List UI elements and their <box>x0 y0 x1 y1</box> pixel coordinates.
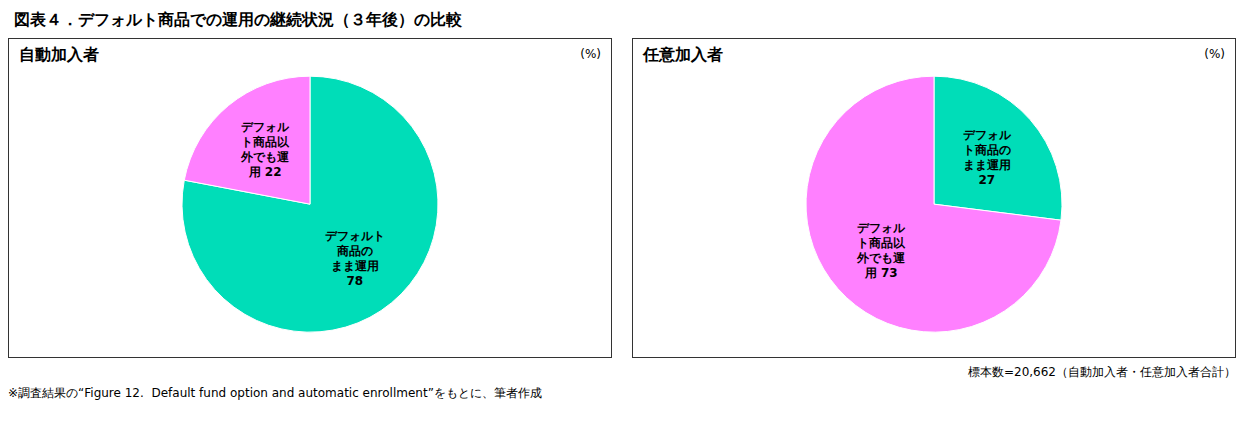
html-text:任意加入者: 任意加入者 <box>643 45 723 64</box>
svg-text:デフォルト商品以外でも運用 22: デフォルト商品以外でも運用 22 <box>240 120 290 179</box>
svg-text:デフォルト商品のまま運用78: デフォルト商品のまま運用78 <box>325 229 385 288</box>
svg-text:デフォルト商品のまま運用27: デフォルト商品のまま運用27 <box>963 128 1012 187</box>
html-text:自動加入者: 自動加入者 <box>19 45 99 64</box>
html-text:※調査結果の“Figure 12. Default fund: ※調査結果の“Figure 12. Default fund option an… <box>8 386 542 400</box>
svg-text:デフォルト商品以外でも運用 73: デフォルト商品以外でも運用 73 <box>856 221 906 280</box>
html-text:標本数=20,662（自動加入者・任意加入者合計）: 標本数=20,662（自動加入者・任意加入者合計） <box>968 365 1236 379</box>
html-text:図表４．デフォルト商品での運用の継続状況（３年後）の比較: 図表４．デフォルト商品での運用の継続状況（３年後）の比較 <box>14 10 462 29</box>
